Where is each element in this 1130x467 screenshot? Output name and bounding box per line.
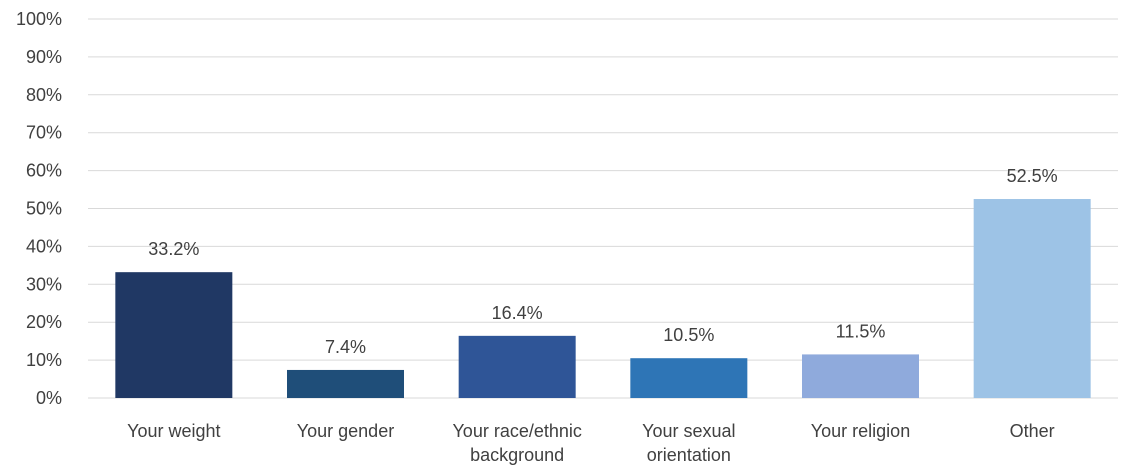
y-tick-label: 20% bbox=[26, 312, 62, 332]
y-tick-label: 90% bbox=[26, 47, 62, 67]
data-label: 11.5% bbox=[836, 321, 886, 341]
bar bbox=[973, 199, 1091, 398]
x-category-label: Your race/ethnic bbox=[452, 421, 581, 441]
x-category-label: Your religion bbox=[811, 421, 910, 441]
data-labels: 33.2% 7.4% 16.4% 10.5% 11.5% 52.5% bbox=[148, 166, 1057, 357]
data-label: 10.5% bbox=[663, 325, 714, 345]
bars bbox=[115, 199, 1091, 398]
y-tick-label: 60% bbox=[26, 161, 62, 181]
bar bbox=[802, 354, 919, 398]
data-label: 33.2% bbox=[148, 239, 199, 259]
x-category-label: Your weight bbox=[127, 421, 220, 441]
x-category-label: Your gender bbox=[297, 421, 394, 441]
gridlines bbox=[88, 18, 1118, 399]
y-tick-label: 0% bbox=[36, 388, 62, 408]
y-tick-label: 30% bbox=[26, 274, 62, 294]
y-tick-label: 70% bbox=[26, 123, 62, 143]
y-tick-label: 10% bbox=[26, 350, 62, 370]
x-axis-categories: Your weight Your gender Your race/ethnic ba… bbox=[127, 421, 1055, 465]
bar bbox=[287, 369, 404, 398]
bar bbox=[458, 335, 576, 398]
data-label: 7.4% bbox=[325, 337, 366, 357]
x-category-label: background bbox=[470, 445, 564, 465]
x-category-label: Your sexual bbox=[642, 421, 735, 441]
data-label: 52.5% bbox=[1007, 166, 1058, 186]
y-axis-ticks: 0% 10% 20% 30% 40% 50% 60% 70% 80% 90% 100% bbox=[16, 9, 62, 408]
y-tick-label: 100% bbox=[16, 9, 62, 29]
y-tick-label: 80% bbox=[26, 85, 62, 105]
bar bbox=[115, 272, 233, 398]
bar bbox=[630, 358, 748, 398]
x-category-label: orientation bbox=[647, 445, 731, 465]
y-tick-label: 40% bbox=[26, 236, 62, 256]
data-label: 16.4% bbox=[492, 303, 543, 323]
x-category-label: Other bbox=[1010, 421, 1055, 441]
y-tick-label: 50% bbox=[26, 199, 62, 219]
